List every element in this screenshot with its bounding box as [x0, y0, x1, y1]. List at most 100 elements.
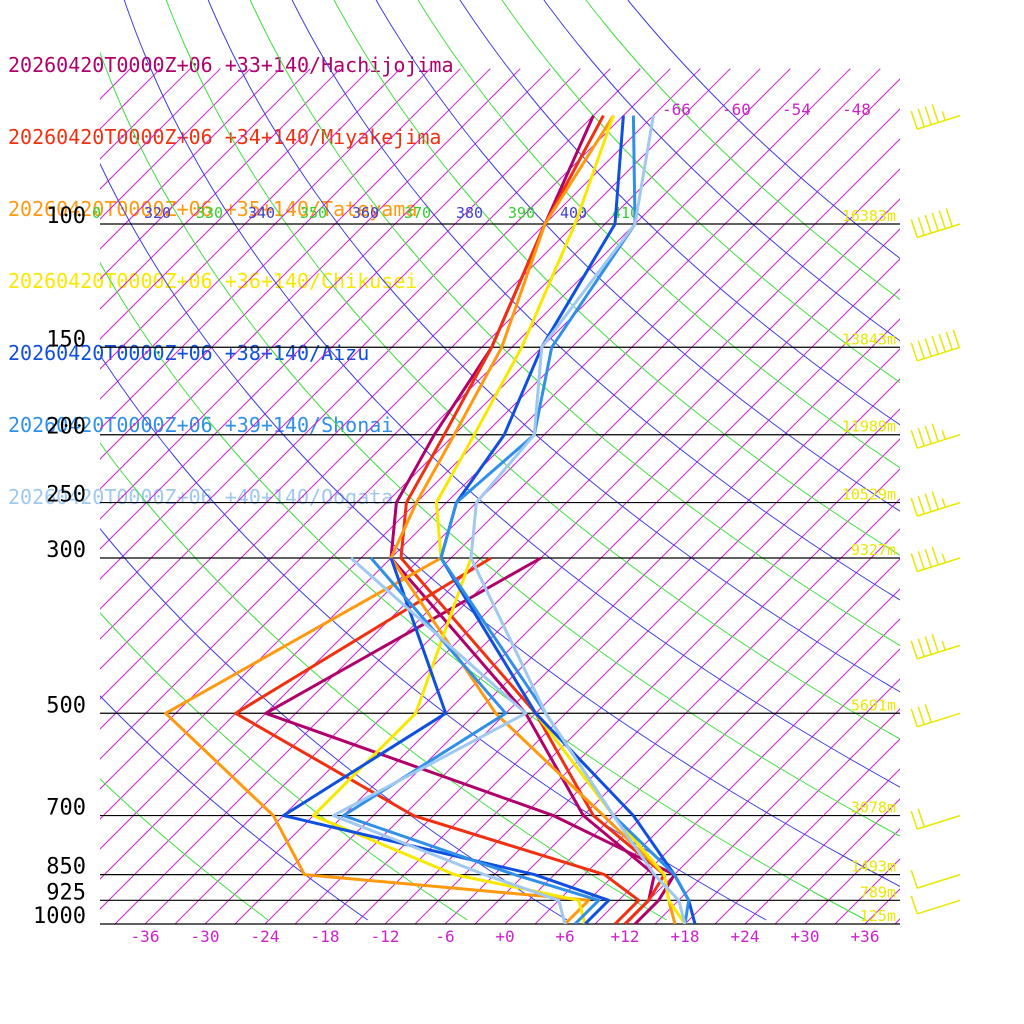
- isotherm-line: [144, 168, 900, 924]
- isotherm-line: [100, 68, 191, 160]
- dry-adiabat: [501, 0, 900, 384]
- barb-flag: [931, 423, 939, 442]
- barb-half-flag: [941, 430, 946, 440]
- isotherm-line: [985, 69, 1024, 924]
- isotherm-line: [955, 69, 1024, 924]
- barb-shaft: [917, 899, 961, 915]
- isotherm-label: -60: [722, 100, 751, 119]
- barb-flag: [910, 110, 918, 130]
- barb-flag: [917, 340, 925, 359]
- wind-barb: [910, 704, 961, 728]
- theta-label: 350: [300, 204, 327, 222]
- temperature-tick-label: +12: [611, 927, 640, 946]
- dry-adiabat: [100, 778, 269, 921]
- theta-label: 390: [508, 204, 535, 222]
- dry-adiabat: [123, 0, 900, 788]
- barb-flag: [910, 497, 918, 517]
- barb-flag: [952, 329, 960, 348]
- barb-shaft: [917, 873, 961, 889]
- wind-barb: [910, 634, 961, 660]
- isotherm-line: [234, 258, 900, 924]
- temperature-profile: [469, 115, 687, 924]
- isotherm-line: [684, 708, 900, 924]
- pressure-label: 250: [46, 483, 86, 508]
- dry-adiabat: [375, 0, 900, 512]
- barb-flag: [917, 706, 925, 725]
- temperature-tick-label: +18: [671, 927, 700, 946]
- barb-flag: [945, 331, 953, 351]
- theta-label: 400: [560, 204, 587, 222]
- isotherm-line: [100, 68, 311, 280]
- barb-flag: [938, 210, 946, 229]
- temperature-tick-label: -36: [131, 927, 160, 946]
- temperature-tick-label: +0: [495, 927, 514, 946]
- height-label: 125m: [860, 907, 896, 925]
- isotherm-line: [174, 198, 900, 924]
- legend-entry-oogata: 20260420T0000Z+06 +40+140/Oogata: [8, 485, 394, 509]
- isotherm-line: [384, 408, 900, 924]
- theta-label: 410: [612, 204, 639, 222]
- dry-adiabat: [543, 0, 900, 342]
- isotherm-line: [744, 768, 900, 924]
- pressure-lines: [100, 223, 900, 925]
- barb-flag: [910, 429, 918, 449]
- temperature-tick-label: +24: [731, 927, 760, 946]
- axis-labels: 100 16383m 150 13843m 200 11989m 250 10529m 300 9…: [33, 100, 896, 946]
- isotherm-line: [100, 68, 761, 730]
- pressure-label: 500: [46, 693, 86, 718]
- barb-half-flag: [941, 498, 946, 508]
- isotherm-line: [324, 348, 900, 924]
- barb-flag: [917, 495, 925, 515]
- barb-flag: [917, 108, 925, 128]
- temperature-profile: [399, 114, 666, 924]
- height-label: 3078m: [851, 799, 896, 817]
- isotherm-line: [804, 828, 900, 924]
- isotherm-line: [100, 68, 461, 430]
- barb-flag: [931, 104, 939, 123]
- isotherm-line: [714, 738, 900, 924]
- temperature-tick-label: +30: [791, 927, 820, 946]
- dewpoint-profile: [264, 556, 676, 924]
- isotherm-line: [100, 68, 251, 220]
- barb-flag: [910, 869, 918, 889]
- isotherm-line: [100, 68, 371, 340]
- isotherm-line: [100, 68, 581, 550]
- dry-adiabat: [100, 51, 900, 837]
- isotherm-line: [100, 68, 281, 250]
- isotherm-label: -66: [662, 100, 691, 119]
- theta-label: 330: [196, 204, 223, 222]
- dry-adiabat: [100, 695, 368, 921]
- wind-barb: [910, 104, 961, 130]
- barb-flag: [910, 810, 918, 830]
- dry-adiabat: [100, 354, 767, 921]
- height-label: 9327m: [851, 541, 896, 559]
- wind-barbs: [910, 104, 961, 915]
- wind-barb: [910, 869, 961, 889]
- isotherm-line: [100, 68, 341, 310]
- barb-flag: [910, 219, 918, 238]
- wind-barb: [910, 491, 961, 517]
- barb-half-flag: [941, 640, 946, 651]
- isotherm-line: [444, 468, 900, 924]
- dry-adiabat: [100, 442, 667, 921]
- isotherm-line: [0, 69, 10, 924]
- legend-entry-hachijojima: 20260420T0000Z+06 +33+140/Hachijojima: [8, 53, 454, 77]
- dry-adiabat: [333, 0, 900, 556]
- barb-flag: [924, 338, 932, 357]
- pressure-label: 300: [46, 538, 86, 563]
- temperature-tick-label: -30: [191, 927, 220, 946]
- dry-adiabat: [291, 0, 900, 601]
- barb-half-flag: [941, 553, 946, 563]
- isotherm-line: [594, 618, 900, 924]
- sounding-profiles: [164, 114, 697, 924]
- wind-barb: [910, 208, 961, 239]
- isotherm-line: [100, 68, 551, 520]
- wind-barb: [910, 808, 961, 830]
- barb-flag: [931, 634, 939, 653]
- dry-adiabat: [100, 611, 468, 921]
- dry-adiabat: [459, 0, 900, 426]
- dewpoint-profile: [331, 556, 567, 924]
- isotherm-line: [534, 558, 900, 924]
- dry-adiabat: [165, 0, 900, 740]
